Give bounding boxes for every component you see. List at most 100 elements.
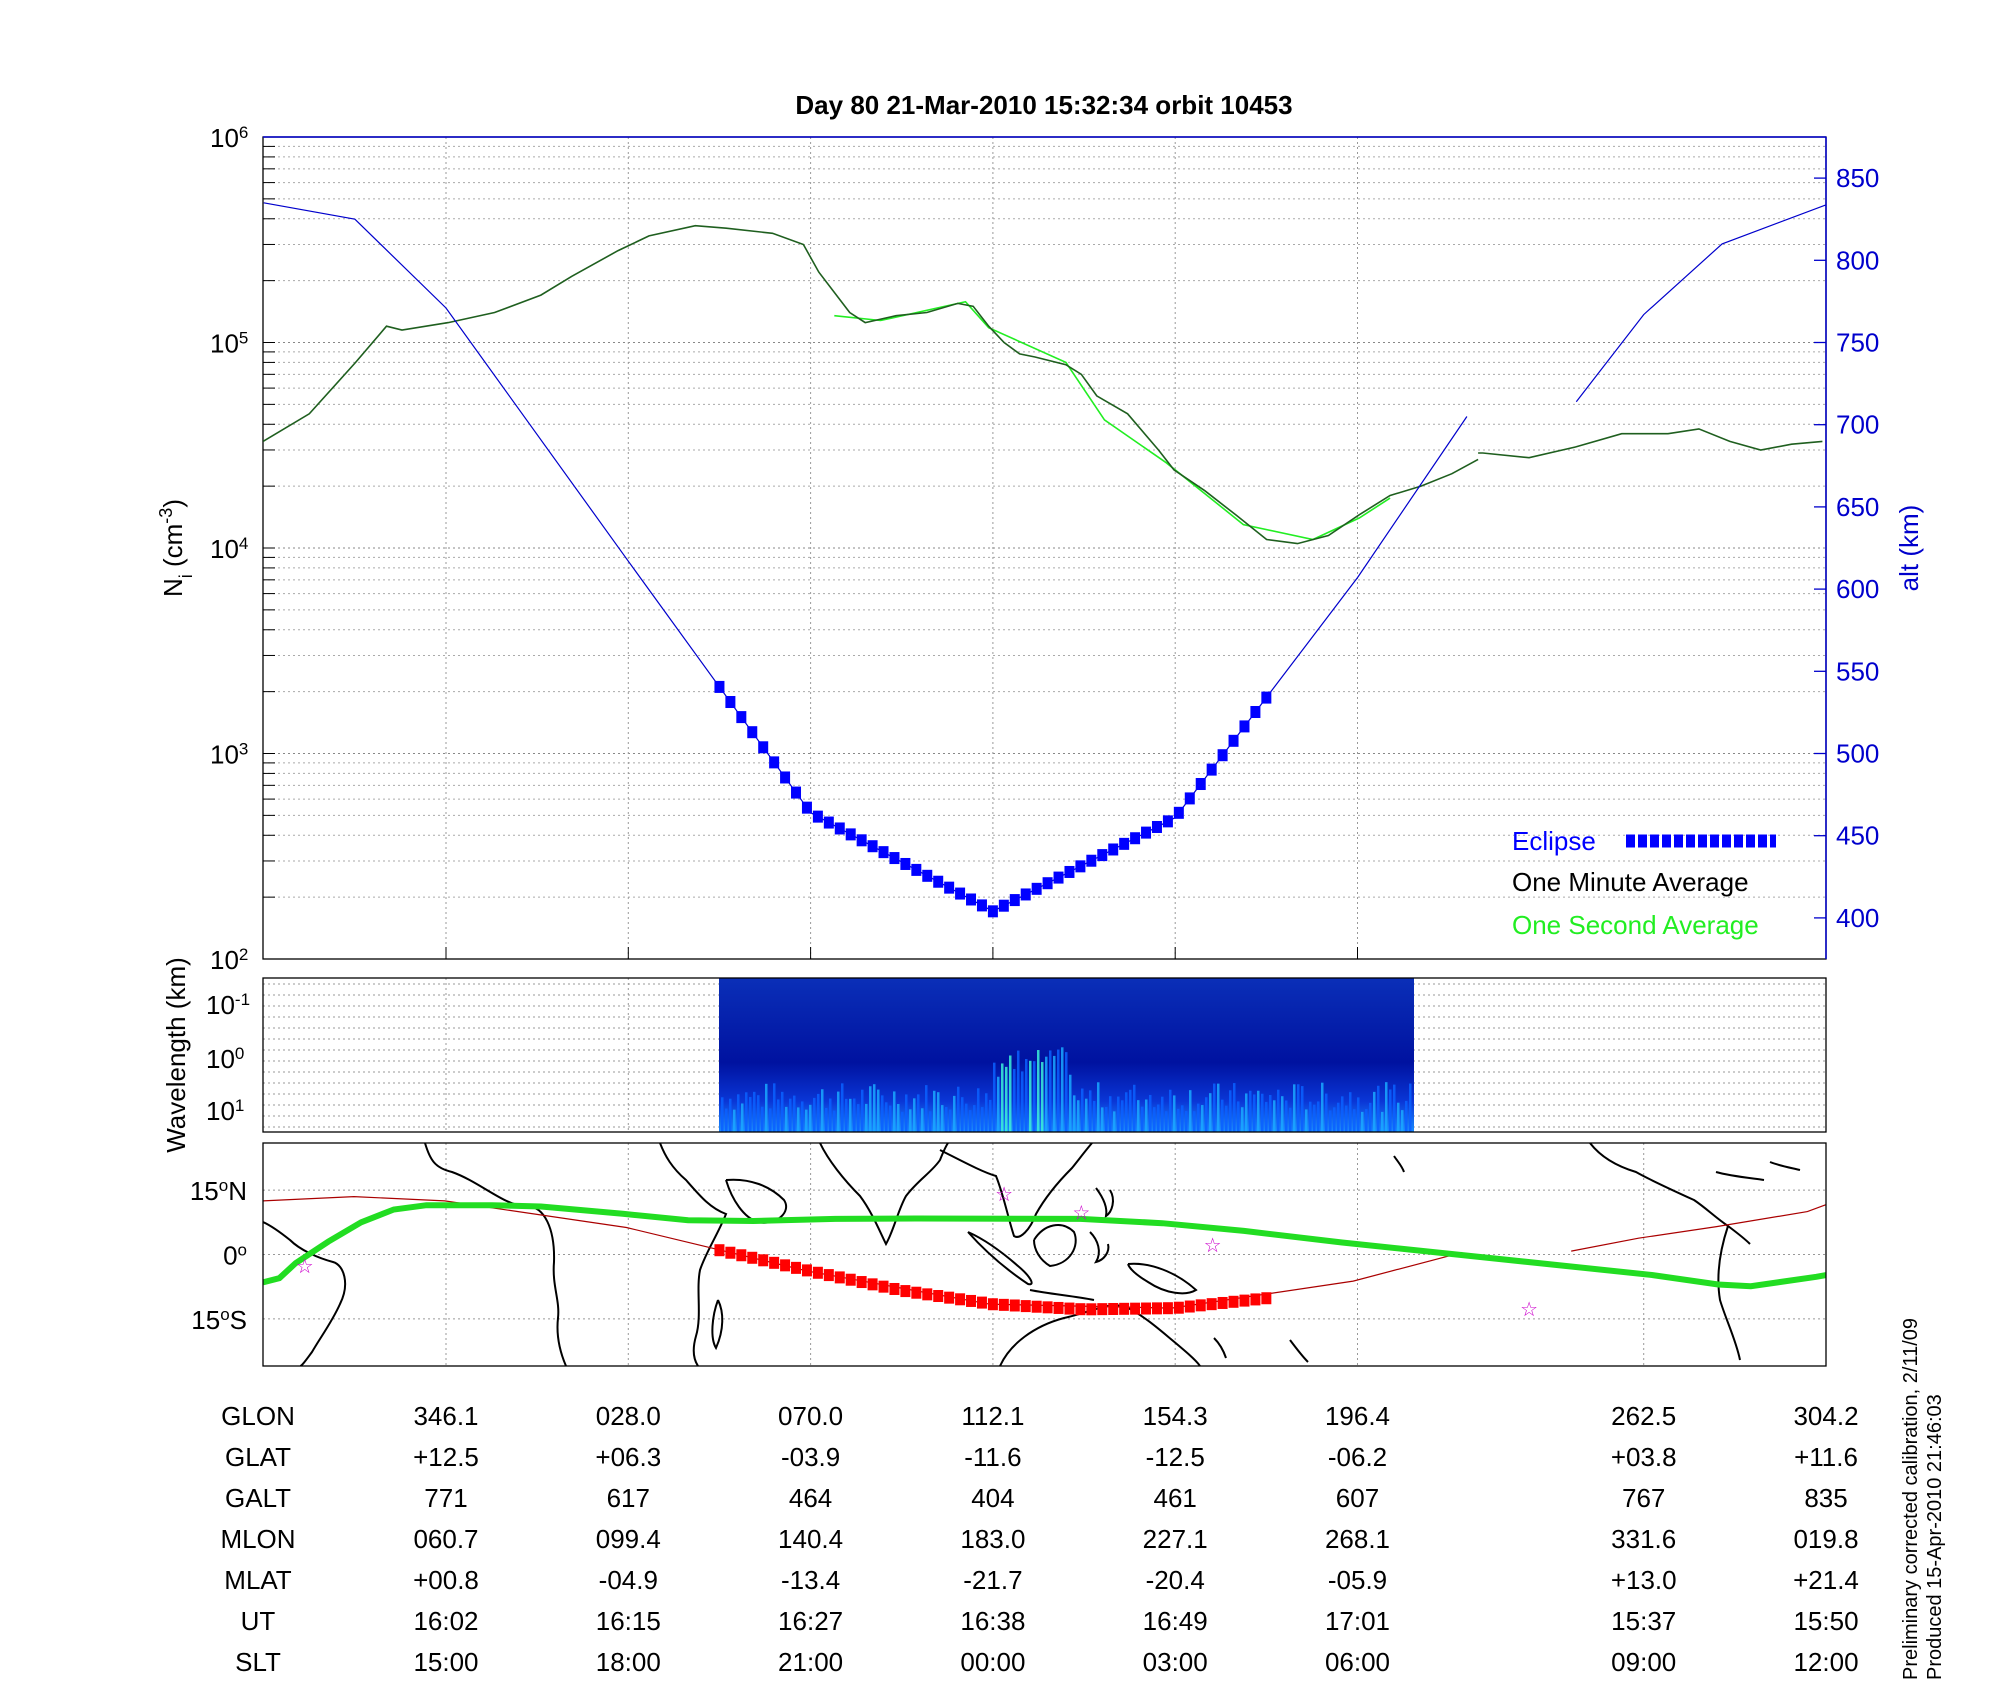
table-cell: 464	[789, 1483, 832, 1513]
table-cell: 028.0	[596, 1401, 661, 1431]
spectrogram-streak	[1345, 1105, 1348, 1132]
eclipse-marker	[1009, 894, 1020, 907]
table-cell: 268.1	[1325, 1524, 1390, 1554]
coastline-new-guinea	[1127, 1262, 1198, 1295]
spectrogram-streak	[849, 1098, 852, 1132]
eclipse-marker	[812, 810, 823, 823]
spectrogram-streak	[977, 1088, 980, 1132]
spectrogram-streak	[965, 1103, 968, 1132]
spectrogram-streak	[913, 1098, 916, 1132]
spectrogram-streak	[905, 1094, 908, 1132]
star-markers: ☆ ☆ ☆ ☆ ☆	[296, 1184, 1538, 1321]
spectrogram-streak	[1261, 1093, 1264, 1132]
table-cell: 12:00	[1793, 1647, 1858, 1677]
table-row-label: GLON	[221, 1401, 295, 1431]
spectrogram-streak	[1097, 1082, 1100, 1132]
table-cell: 099.4	[596, 1524, 661, 1554]
series-eclipse	[714, 680, 1272, 918]
spectrogram-streak	[981, 1107, 984, 1132]
eclipse-track-marker	[1173, 1301, 1184, 1314]
spectrogram-streak	[1145, 1099, 1148, 1132]
spectrogram-tick-label: 10-1	[206, 990, 250, 1021]
eclipse-track-marker	[922, 1288, 933, 1301]
eclipse-marker	[758, 741, 769, 754]
spectrogram-streak	[929, 1111, 932, 1132]
spectrogram-streak	[1121, 1100, 1124, 1132]
star-marker: ☆	[1520, 1299, 1538, 1321]
table-cell: 771	[424, 1483, 467, 1513]
table-cell: 17:01	[1325, 1606, 1390, 1636]
altitude-tick-label: 850	[1836, 163, 1879, 193]
eclipse-marker	[1195, 778, 1206, 791]
spectrogram-streak	[893, 1091, 896, 1132]
eclipse-marker	[1086, 854, 1097, 867]
table-cell: -06.2	[1328, 1442, 1387, 1472]
spectrogram-streak	[869, 1086, 872, 1132]
spectrogram-streak	[1137, 1100, 1140, 1132]
spectrogram-streak	[1225, 1105, 1228, 1132]
table-cell: -12.5	[1146, 1442, 1205, 1472]
chart-title: Day 80 21-Mar-2010 15:32:34 orbit 10453	[795, 90, 1292, 120]
spectrogram-streak	[789, 1098, 792, 1132]
eclipse-marker	[998, 899, 1009, 912]
spectrogram-streak	[997, 1076, 1000, 1132]
eclipse-track-marker	[867, 1278, 878, 1291]
spectrogram-streak	[853, 1098, 856, 1132]
spectrogram-streak	[1037, 1050, 1040, 1132]
spectrogram-frame	[262, 977, 1827, 1133]
eclipse-track-marker	[769, 1256, 780, 1269]
map-tick-label: 15oS	[191, 1304, 247, 1335]
spectrogram-ytick-labels: 10-1 100 101	[206, 990, 250, 1127]
eclipse-track-marker	[900, 1285, 911, 1298]
table-cell: 140.4	[778, 1524, 843, 1554]
spectrogram-streak	[881, 1095, 884, 1132]
spectrogram-streak	[1141, 1106, 1144, 1132]
eclipse-marker	[955, 887, 966, 900]
table-cell: -04.9	[599, 1565, 658, 1595]
spectrogram-streak	[1197, 1103, 1200, 1132]
spectrogram-streak	[973, 1105, 976, 1132]
spectrogram-tick-label: 100	[206, 1044, 244, 1075]
eclipse-marker	[845, 828, 856, 841]
altitude-tick-label: 500	[1836, 739, 1879, 769]
spectrogram-streak	[1069, 1074, 1072, 1132]
spectrogram-streak	[877, 1089, 880, 1132]
altitude-tick-label: 450	[1836, 821, 1879, 851]
spectrogram-streak	[1185, 1111, 1188, 1132]
spectrogram-streak	[917, 1094, 920, 1132]
eclipse-marker	[1239, 720, 1250, 733]
table-cell: 16:02	[413, 1606, 478, 1636]
spectrogram-streak	[1249, 1090, 1252, 1132]
coastline-islands	[1213, 1155, 1405, 1363]
spectrogram-streak	[1057, 1049, 1060, 1132]
eclipse-track-marker	[823, 1269, 834, 1282]
eclipse-marker	[823, 816, 834, 829]
table-cell: 304.2	[1793, 1401, 1858, 1431]
altitude-axis-label: alt (km)	[1894, 505, 1924, 592]
eclipse-track-marker	[1151, 1302, 1162, 1315]
table-cell: 00:00	[960, 1647, 1025, 1677]
spectrogram-streak	[785, 1106, 788, 1132]
table-cell: +21.4	[1793, 1565, 1859, 1595]
table-cell: 112.1	[961, 1401, 1024, 1431]
coastline-africa-east	[659, 1143, 728, 1366]
spectrogram-streak	[1125, 1092, 1128, 1132]
spectrogram-streak	[817, 1093, 820, 1132]
spectrogram-streak	[733, 1109, 736, 1132]
spectrogram-streak	[729, 1098, 732, 1132]
spectrogram-streak	[1285, 1100, 1288, 1132]
spectrogram-streak	[1273, 1100, 1276, 1132]
eclipse-marker	[1261, 691, 1272, 704]
spectrogram-streak	[969, 1110, 972, 1132]
spectrogram-streak	[1025, 1058, 1028, 1132]
eclipse-marker	[922, 869, 933, 882]
density-tick-label: 104	[210, 534, 248, 565]
map-tick-label: 15oN	[190, 1176, 247, 1207]
spectrogram-streak	[1209, 1093, 1212, 1132]
spectrogram-streak	[833, 1110, 836, 1132]
spectrogram-streak	[1245, 1093, 1248, 1132]
table-cell: 15:00	[413, 1647, 478, 1677]
spectrogram-streaks	[721, 1047, 1412, 1132]
map-panel: ☆ ☆ ☆ ☆ ☆ 15oN 0o 15oS	[190, 1142, 1827, 1367]
